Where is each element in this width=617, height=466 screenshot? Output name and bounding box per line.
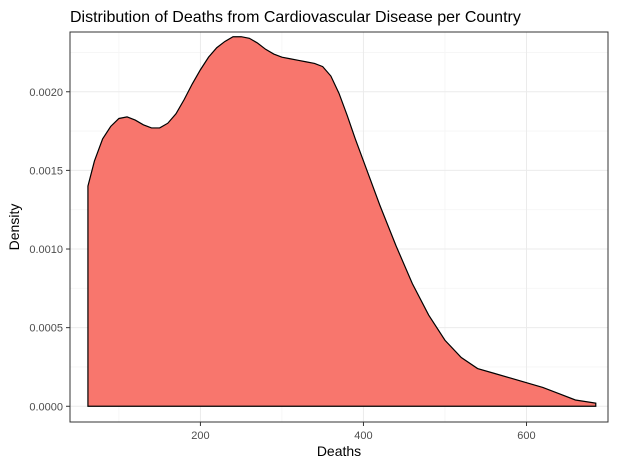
density-area	[87, 36, 597, 407]
x-tick-label: 200	[191, 430, 209, 442]
chart-title: Distribution of Deaths from Cardiovascul…	[70, 9, 521, 26]
y-axis: 0.0000 0.0005 0.0010 0.0015 0.0020	[29, 87, 70, 413]
x-tick-label: 400	[354, 430, 372, 442]
y-tick-label: 0.0000	[29, 401, 63, 413]
panel-border	[69, 31, 609, 423]
y-tick-label: 0.0010	[29, 244, 63, 256]
x-axis-title: Deaths	[317, 443, 361, 459]
y-tick-label: 0.0005	[29, 323, 63, 335]
x-tick-label: 600	[517, 430, 535, 442]
y-axis-title: Density	[6, 204, 22, 251]
y-tick-label: 0.0020	[29, 87, 63, 99]
y-tick-label: 0.0015	[29, 165, 63, 177]
x-axis: 200 400 600	[191, 422, 536, 442]
